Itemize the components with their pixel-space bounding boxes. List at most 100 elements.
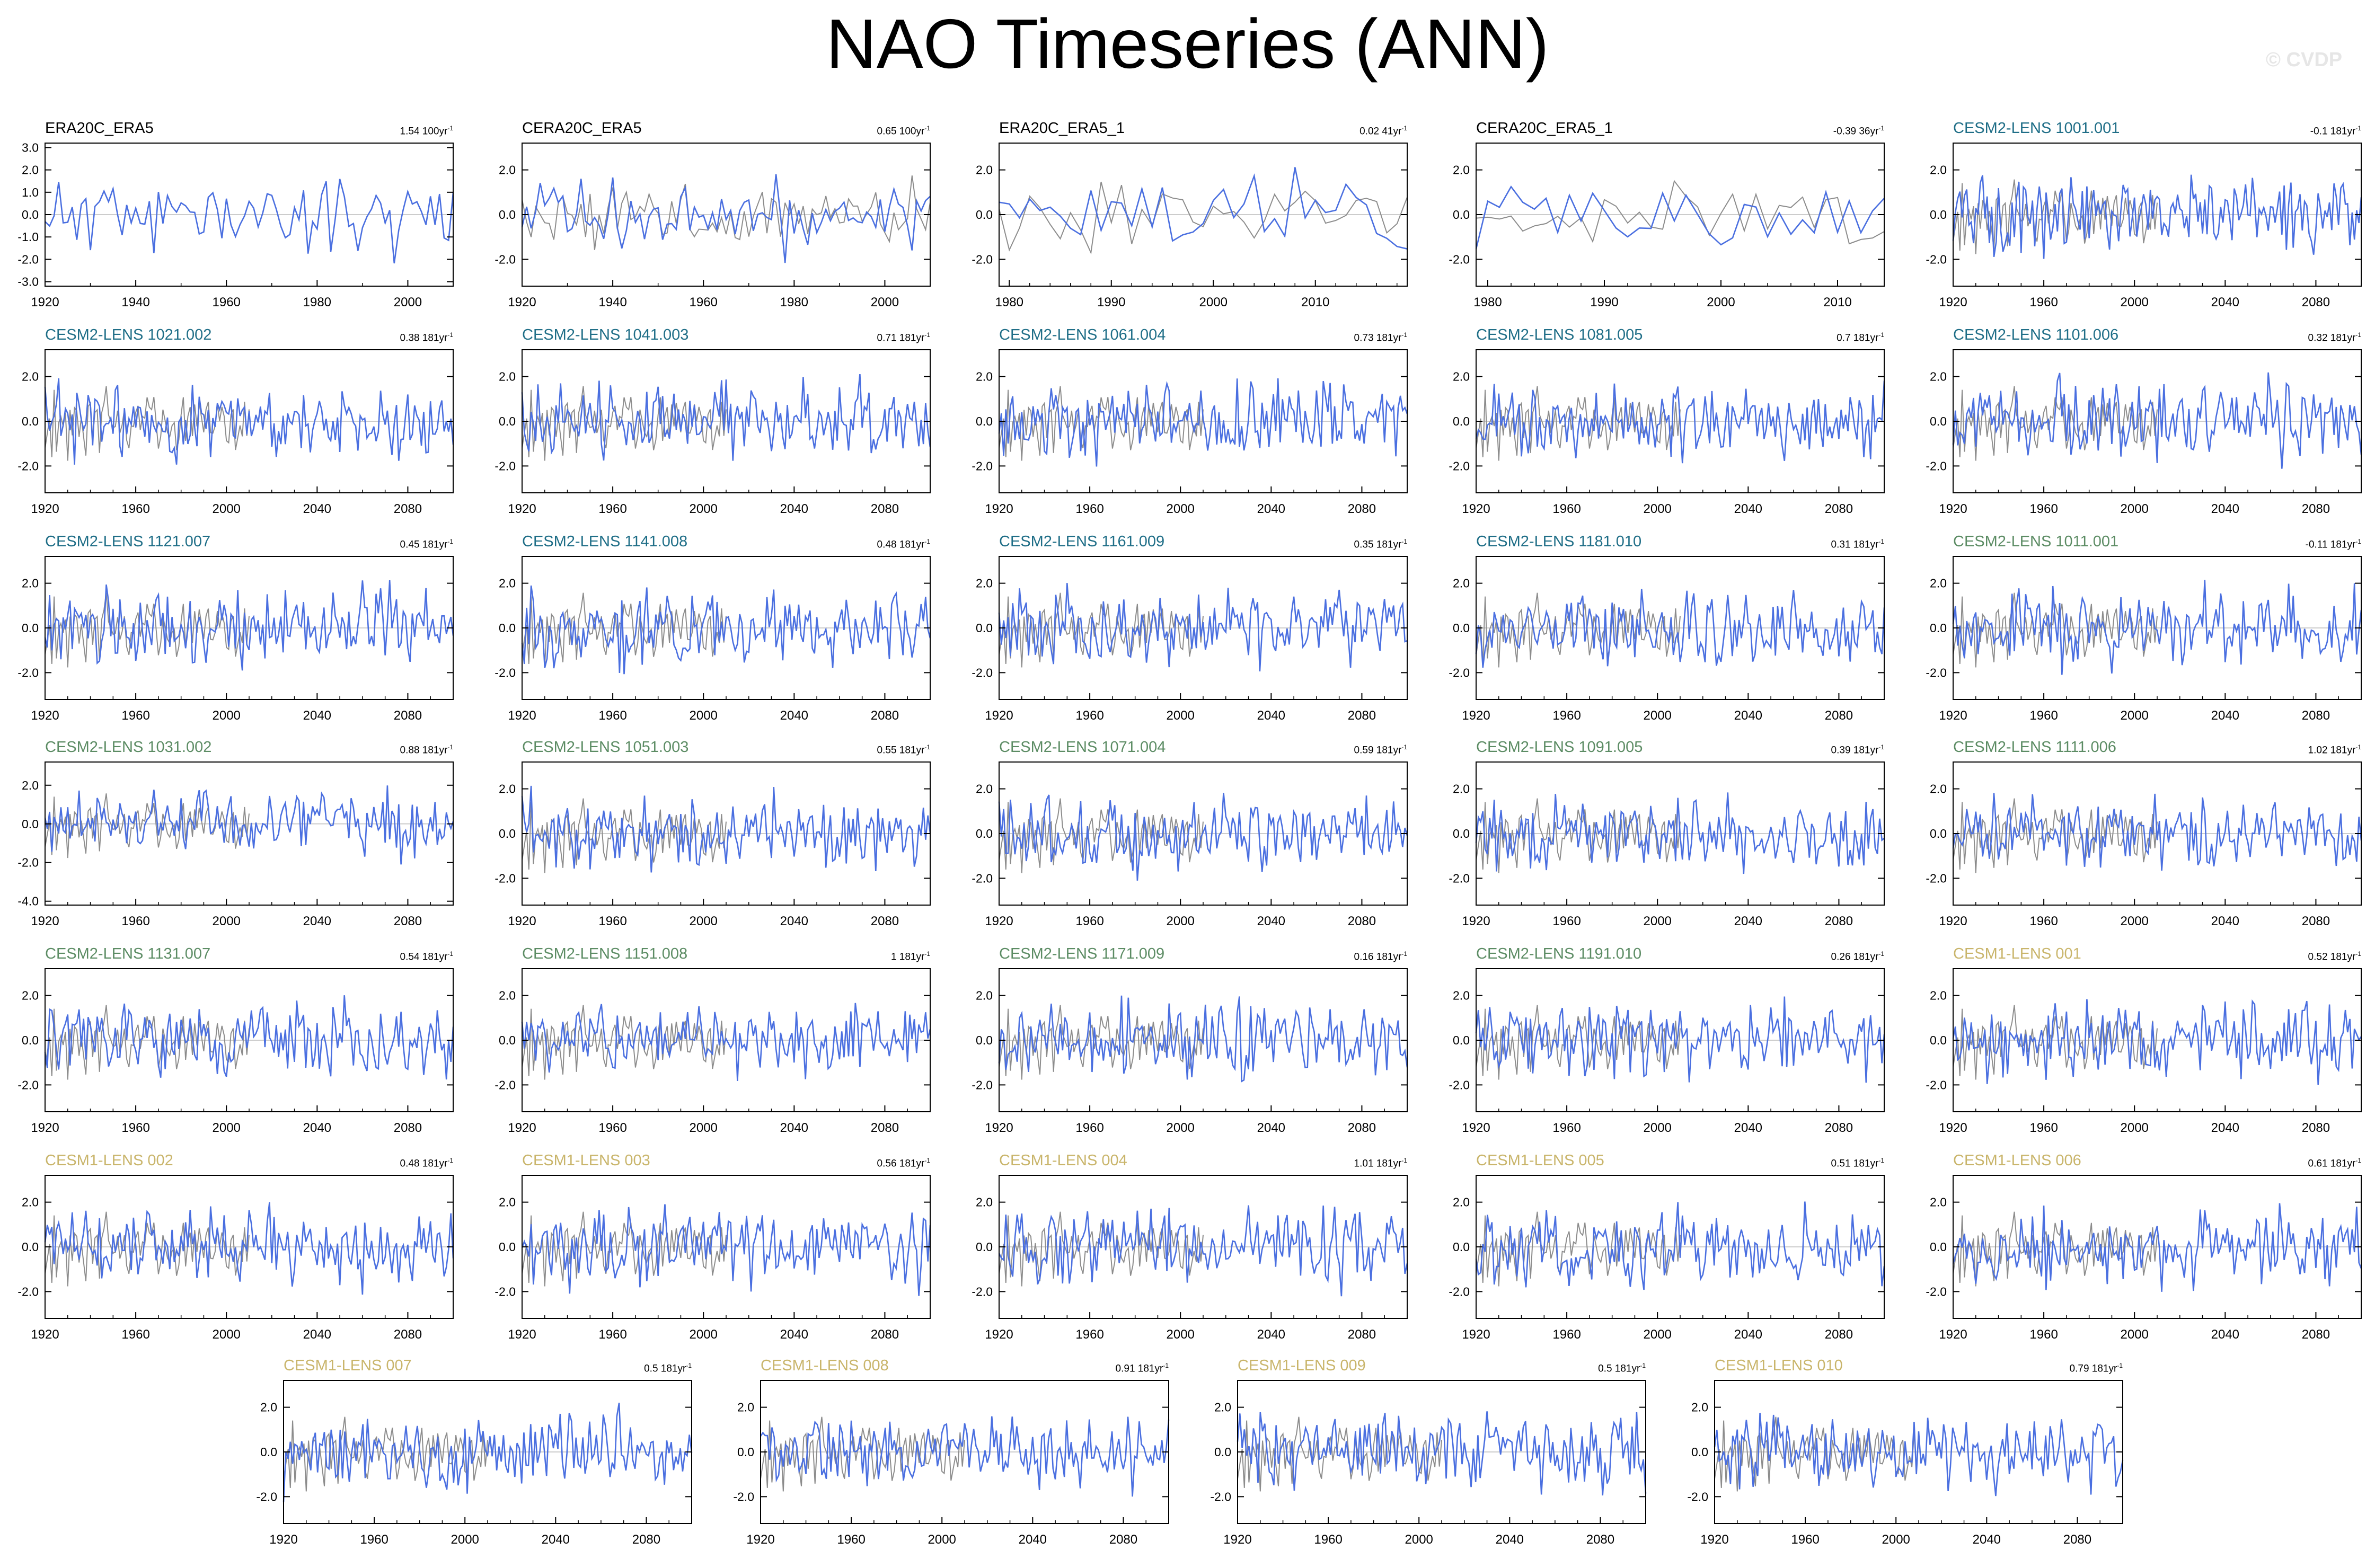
x-tick-label: 2000	[1644, 502, 1672, 516]
model-series-line	[44, 995, 454, 1080]
x-tick-label: 1960	[121, 914, 149, 928]
trend-exponent: -1	[1401, 1157, 1407, 1164]
x-tick-label: 2000	[1644, 914, 1672, 928]
y-tick-label: 0.0	[499, 414, 516, 428]
x-tick-label: 2080	[1825, 1327, 1853, 1342]
x-tick-label: 2040	[1019, 1532, 1047, 1547]
y-tick-label: 2.0	[976, 989, 993, 1003]
x-tick-label: 1960	[121, 502, 149, 516]
x-tick-label: 2080	[2302, 914, 2330, 928]
trend-label: 0.5 181yr-1	[644, 1359, 692, 1375]
trend-value: 1.54 100yr	[400, 126, 448, 137]
x-tick-label: 2080	[1348, 914, 1376, 928]
x-tick-label: 2080	[2302, 708, 2330, 723]
x-tick-label: 2080	[871, 914, 899, 928]
x-tick-label: 2010	[1301, 295, 1329, 309]
plot-area: 1920 1960 2000 2040 2080 -2.0 0.0 2.0	[1926, 761, 2362, 928]
x-tick-label: 2080	[394, 708, 422, 723]
trend-label: 0.52 181yr-1	[2308, 947, 2361, 963]
x-tick-label: 1920	[1462, 1327, 1490, 1342]
plot-area: 1920 1960 2000 2040 2080 -4.0 -2.0 0.0 2.0	[17, 761, 454, 928]
panel-title: CERA20C_ERA5_1	[1476, 120, 1613, 137]
observation-series-line	[1953, 386, 2158, 461]
y-tick-label: -2.0	[1449, 1284, 1470, 1298]
trend-exponent: -1	[1401, 125, 1407, 132]
y-tick-label: 2.0	[1930, 1195, 1947, 1209]
y-tick-label: -2.0	[1449, 871, 1470, 885]
plot-area: 1920 1960 2000 2040 2080 -2.0 0.0 2.0	[1449, 1175, 1885, 1342]
x-tick-label: 2040	[2211, 1327, 2239, 1342]
y-tick-label: -2.0	[495, 459, 516, 473]
plot-area: 1920 1960 2000 2040 2080 -2.0 0.0 2.0	[972, 1175, 1408, 1342]
y-tick-label: 2.0	[22, 989, 39, 1003]
observation-series-line	[522, 1005, 727, 1080]
observation-series-line	[999, 1005, 1204, 1080]
x-tick-label: 1960	[1791, 1532, 1819, 1547]
trend-exponent: -1	[924, 125, 930, 132]
plot-area: 1920 1960 2000 2040 2080 -2.0 0.0 2.0	[1449, 349, 1885, 516]
x-tick-label: 2040	[1734, 1327, 1762, 1342]
x-tick-label: 1960	[1552, 914, 1581, 928]
x-tick-label: 2000	[2121, 1121, 2149, 1135]
x-tick-label: 1960	[2029, 1121, 2058, 1135]
y-tick-label: -2.0	[495, 252, 516, 266]
y-tick-label: -2.0	[17, 666, 39, 679]
observation-series-line	[999, 386, 1204, 461]
trend-value: -0.39 36yr	[1833, 126, 1879, 137]
x-tick-label: 1960	[837, 1532, 865, 1547]
trend-exponent: -1	[2355, 125, 2361, 132]
x-tick-label: 2080	[2302, 295, 2330, 309]
y-tick-label: 0.0	[1453, 621, 1470, 635]
panel-cesm1-lens-008: CESM1-LENS 008 0.91 181yr-1 1920 1960 2000 20…	[733, 1357, 1170, 1564]
y-tick-label: 2.0	[499, 577, 516, 590]
x-tick-label: 2040	[303, 502, 331, 516]
x-tick-label: 2000	[1644, 1327, 1672, 1342]
y-tick-label: 0.0	[499, 827, 516, 840]
trend-label: 0.65 100yr-1	[877, 122, 930, 138]
y-tick-label: -2.0	[1926, 666, 1947, 679]
plot-area: 1920 1960 2000 2040 2080 -2.0 0.0 2.0	[972, 349, 1408, 516]
model-series-line	[521, 585, 931, 675]
trend-label: 0.61 181yr-1	[2308, 1154, 2361, 1170]
y-tick-label: -2.0	[1926, 1078, 1947, 1092]
observation-series-line	[522, 592, 727, 668]
model-series-line	[998, 378, 1408, 467]
y-tick-label: 2.0	[1453, 989, 1470, 1003]
y-tick-label: -2.0	[17, 856, 39, 870]
x-tick-label: 2040	[1734, 502, 1762, 516]
trend-exponent: -1	[1878, 538, 1884, 545]
y-tick-label: 0.0	[1930, 208, 1947, 222]
trend-label: 0.31 181yr-1	[1831, 535, 1884, 551]
panel-cesm2-lens-1171-009: CESM2-LENS 1171.009 0.16 181yr-1 1920 1960 2…	[972, 945, 1408, 1152]
x-tick-label: 1960	[1552, 1327, 1581, 1342]
y-tick-label: 2.0	[1453, 370, 1470, 384]
trend-label: 0.26 181yr-1	[1831, 947, 1884, 963]
trend-label: 0.38 181yr-1	[400, 329, 453, 344]
y-tick-label: -2.0	[733, 1490, 754, 1503]
trend-label: 1 181yr-1	[891, 947, 930, 963]
model-series-line	[44, 580, 454, 671]
trend-exponent: -1	[1401, 538, 1407, 545]
panel-title: CESM2-LENS 1151.008	[522, 945, 688, 962]
trend-exponent: -1	[2355, 538, 2361, 545]
panel-cesm2-lens-1181-010: CESM2-LENS 1181.010 0.31 181yr-1 1920 1960 2…	[1449, 533, 1885, 740]
panel-cesm1-lens-010: CESM1-LENS 010 0.79 181yr-1 1920 1960 2000 20…	[1687, 1357, 2124, 1564]
trend-label: 0.56 181yr-1	[877, 1154, 930, 1170]
panel-title: CESM2-LENS 1141.008	[522, 533, 688, 550]
trend-label: 0.5 181yr-1	[1598, 1359, 1646, 1375]
observation-series-line	[45, 1211, 250, 1287]
panel-cesm2-lens-1111-006: CESM2-LENS 1111.006 1.02 181yr-1 1920 1960 2…	[1926, 739, 2362, 945]
x-tick-label: 1960	[2029, 914, 2058, 928]
trend-value: 0.61 181yr	[2308, 1158, 2356, 1170]
x-tick-label: 2000	[394, 295, 422, 309]
model-series-line	[521, 785, 931, 873]
x-tick-label: 1920	[31, 914, 59, 928]
panel-cesm2-lens-1051-003: CESM2-LENS 1051.003 0.55 181yr-1 1920 1960 2…	[495, 739, 931, 945]
model-series-line	[1952, 174, 2362, 259]
panel-title: CESM1-LENS 001	[1953, 945, 2081, 962]
trend-value: 0.38 181yr	[400, 332, 448, 344]
trend-value: 0.48 181yr	[877, 539, 925, 551]
y-tick-label: 0.0	[1930, 1240, 1947, 1254]
y-tick-label: 2.0	[1214, 1401, 1231, 1414]
observation-series-line	[1953, 179, 2158, 254]
